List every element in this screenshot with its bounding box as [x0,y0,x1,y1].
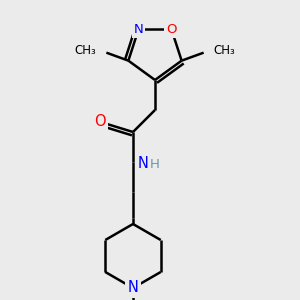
Text: N: N [134,23,143,36]
Text: N: N [138,157,149,172]
Text: O: O [94,115,106,130]
Text: O: O [166,23,177,36]
Text: H: H [150,158,160,170]
Text: N: N [128,280,138,296]
Text: CH₃: CH₃ [214,44,236,57]
Text: CH₃: CH₃ [75,44,96,57]
